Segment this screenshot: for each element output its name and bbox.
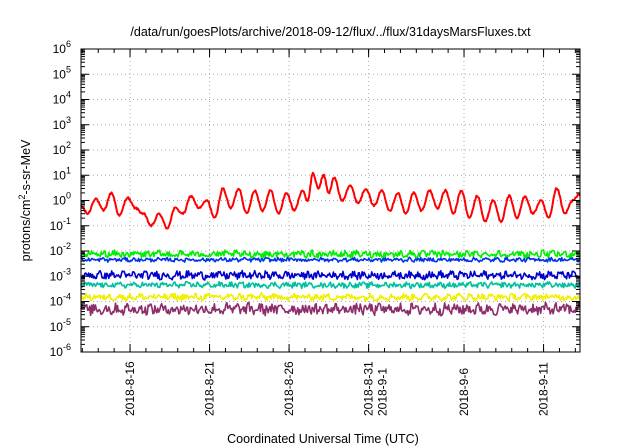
y-tick-label: 100: [53, 191, 71, 208]
y-tick-base: 10: [50, 244, 64, 258]
series-layer: [80, 171, 581, 317]
y-tick-label: 10-5: [50, 317, 71, 334]
y-tick-exponent: -4: [63, 292, 71, 302]
y-axis-label-superscript: 2: [17, 195, 27, 200]
y-tick-exponent: -2: [63, 241, 71, 251]
series-line: [80, 171, 581, 230]
plot-frame: [80, 48, 581, 353]
axes: 10-610-510-410-310-210-11001011021031041…: [50, 39, 581, 416]
y-tick-label: 103: [53, 115, 71, 132]
y-tick-exponent: 4: [66, 90, 71, 100]
x-axis-label: Coordinated Universal Time (UTC): [227, 432, 419, 446]
y-tick-exponent: -1: [63, 216, 71, 226]
y-tick-label: 10-3: [50, 266, 71, 283]
y-tick-label: 104: [53, 90, 71, 107]
y-tick-base: 10: [53, 93, 67, 107]
series-line: [80, 280, 581, 290]
x-tick-label: 2018-8-26: [282, 361, 296, 416]
series-line: [80, 301, 581, 317]
y-tick-label: 10-4: [50, 292, 71, 309]
chart-title: /data/run/goesPlots/archive/2018-09-12/f…: [130, 25, 531, 39]
y-tick-base: 10: [50, 269, 64, 283]
y-tick-exponent: -3: [63, 266, 71, 276]
series-line: [80, 269, 581, 281]
y-tick-base: 10: [53, 42, 67, 56]
grid: [81, 49, 580, 352]
y-tick-exponent: 2: [66, 140, 71, 150]
y-tick-label: 105: [53, 64, 71, 81]
y-tick-base: 10: [53, 194, 67, 208]
y-tick-exponent: 0: [66, 191, 71, 201]
y-tick-exponent: 1: [66, 165, 71, 175]
series-line: [80, 249, 581, 260]
x-tick-label: 2018-8-21: [203, 361, 217, 416]
y-tick-label: 106: [53, 39, 71, 56]
y-tick-label: 101: [53, 165, 71, 182]
y-tick-label: 10-1: [50, 216, 71, 233]
x-tick-label: 2018-8-31: [362, 361, 376, 416]
y-axis-label-rest: -s-sr-MeV: [19, 139, 33, 195]
x-tick-label: 2018-9-6: [457, 368, 471, 416]
y-tick-base: 10: [53, 67, 67, 81]
y-tick-base: 10: [50, 320, 64, 334]
y-tick-base: 10: [50, 295, 64, 309]
y-tick-label: 102: [53, 140, 71, 157]
series-line: [80, 256, 581, 263]
y-tick-base: 10: [53, 168, 67, 182]
y-tick-base: 10: [53, 118, 67, 132]
y-tick-exponent: -5: [63, 317, 71, 327]
y-tick-exponent: 3: [66, 115, 71, 125]
y-tick-exponent: 5: [66, 64, 71, 74]
y-axis-label-base: protons/cm: [19, 200, 33, 262]
y-axis-label: protons/cm2-s-sr-MeV: [17, 139, 33, 261]
y-tick-base: 10: [53, 143, 67, 157]
y-tick-exponent: -6: [63, 342, 71, 352]
y-tick-label: 10-2: [50, 241, 71, 258]
x-tick-label: 2018-9-1: [376, 368, 390, 416]
y-tick-exponent: 6: [66, 39, 71, 49]
x-tick-label: 2018-8-16: [123, 361, 137, 416]
y-tick-base: 10: [50, 345, 64, 359]
x-tick-label: 2018-9-11: [537, 362, 551, 416]
y-tick-base: 10: [50, 219, 64, 233]
y-tick-label: 10-6: [50, 342, 71, 359]
series-line: [80, 292, 581, 302]
